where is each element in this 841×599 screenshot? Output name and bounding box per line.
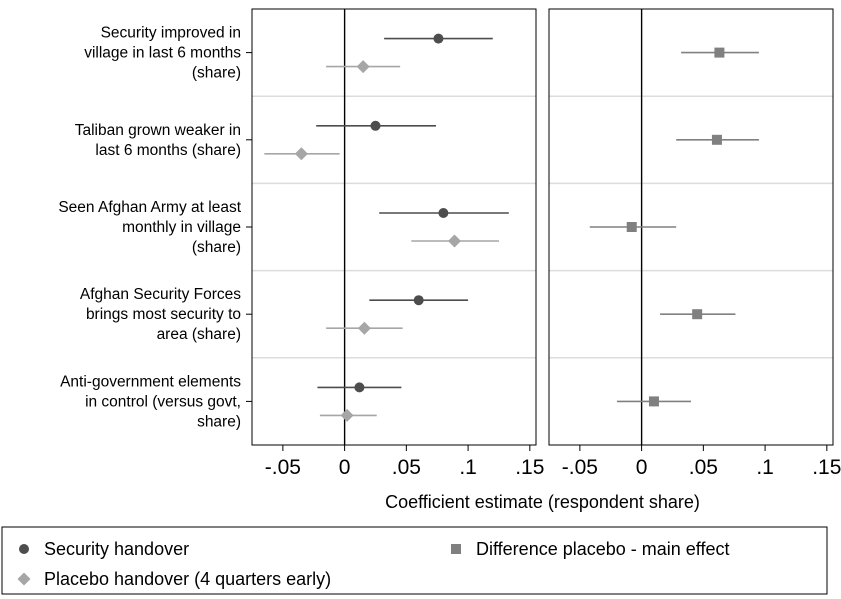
outcome-label-line: monthly in village — [122, 219, 241, 236]
outcome-label-line: (share) — [192, 65, 241, 82]
outcome-label-line: brings most security to — [86, 306, 241, 323]
x-tick-label: .15 — [812, 456, 841, 479]
legend: Security handover Difference placebo - ma… — [1, 526, 828, 595]
outcome-label-line: (share) — [192, 239, 241, 256]
point-estimate-circle — [413, 295, 424, 306]
legend-label: Difference placebo - main effect — [476, 539, 729, 559]
panel-2: -.05 0 .05 .1 .15 — [548, 8, 841, 479]
point-estimate-diamond — [294, 147, 308, 161]
point-estimate-diamond — [448, 234, 462, 248]
x-tick-label: 0 — [339, 456, 351, 479]
x-tick-label: .1 — [459, 456, 477, 479]
panel-frame — [548, 8, 834, 446]
outcome-label-line: in control (versus govt, — [85, 393, 241, 410]
outcome-label-line: village in last 6 months — [84, 45, 241, 62]
series-diamond — [264, 60, 499, 422]
legend-frame — [1, 526, 828, 595]
legend-label: Placebo handover (4 quarters early) — [44, 569, 331, 589]
outcome-label-line: Seen Afghan Army at least — [58, 199, 241, 216]
outcome-label-line: last 6 months (share) — [95, 142, 241, 159]
outcome-labels: Security improved in village in last 6 mo… — [58, 25, 241, 431]
x-axis-title: Coefficient estimate (respondent share) — [385, 492, 700, 512]
x-tick-label: -.05 — [265, 456, 301, 479]
point-estimate-square — [692, 309, 703, 320]
series-square — [589, 47, 759, 407]
x-tick-label: .15 — [515, 456, 544, 479]
panel-frame — [251, 8, 537, 446]
panels: -.05 0 .05 .1 .15 -.05 0 .05 .1 .15 — [246, 8, 841, 479]
x-tick-label: .05 — [392, 456, 421, 479]
point-estimate-diamond — [356, 60, 370, 74]
point-estimate-square — [714, 47, 725, 58]
outcome-label-line: Security improved in — [101, 25, 241, 42]
point-estimate-circle — [438, 208, 449, 218]
legend-diamond-icon — [17, 572, 31, 586]
outcome-label-line: area (share) — [157, 326, 241, 343]
legend-square-icon — [451, 544, 461, 554]
legend-label: Security handover — [44, 539, 189, 559]
legend-item-diamond: Placebo handover (4 quarters early) — [17, 569, 331, 589]
point-estimate-square — [626, 222, 637, 232]
point-estimate-diamond — [340, 408, 354, 422]
legend-item-square: Difference placebo - main effect — [451, 539, 729, 559]
legend-circle-icon — [19, 544, 29, 554]
point-estimate-square — [648, 396, 659, 407]
outcome-label-line: Anti-government elements — [60, 373, 241, 390]
outcome-label-line: share) — [197, 413, 241, 430]
x-tick-label: .1 — [756, 456, 774, 479]
series-circle — [316, 33, 509, 393]
point-estimate-diamond — [357, 321, 371, 335]
x-tick-label: 0 — [636, 456, 648, 479]
legend-item-circle: Security handover — [19, 539, 189, 559]
point-estimate-square — [711, 134, 722, 145]
x-tick-label: -.05 — [562, 456, 598, 479]
x-tick-label: .05 — [689, 456, 718, 479]
panel-1: -.05 0 .05 .1 .15 — [246, 8, 544, 479]
point-estimate-circle — [354, 382, 365, 393]
outcome-label-line: Taliban grown weaker in — [75, 122, 241, 139]
outcome-label-line: Afghan Security Forces — [80, 286, 241, 303]
point-estimate-circle — [433, 33, 444, 44]
point-estimate-circle — [370, 120, 381, 131]
